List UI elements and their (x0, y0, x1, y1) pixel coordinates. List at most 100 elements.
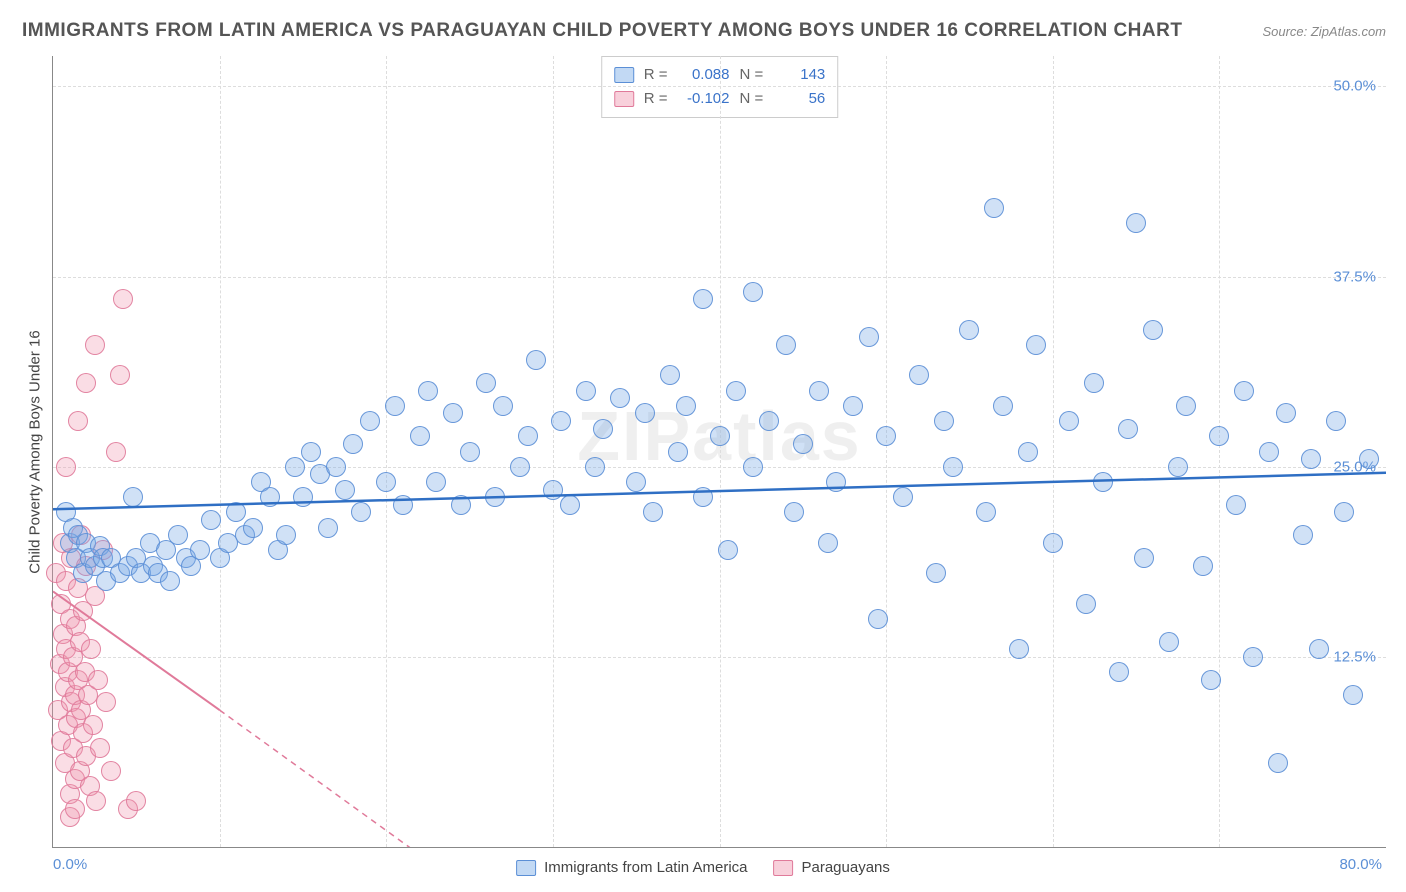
scatter-point-blue (1259, 442, 1279, 462)
scatter-point-blue (1201, 670, 1221, 690)
scatter-point-blue (1026, 335, 1046, 355)
scatter-point-blue (560, 495, 580, 515)
scatter-point-blue (1276, 403, 1296, 423)
gridline-vertical (720, 56, 721, 847)
scatter-point-blue (418, 381, 438, 401)
scatter-point-blue (1076, 594, 1096, 614)
scatter-point-blue (335, 480, 355, 500)
scatter-point-blue (976, 502, 996, 522)
scatter-point-blue (710, 426, 730, 446)
scatter-point-blue (1159, 632, 1179, 652)
y-axis-label: Child Poverty Among Boys Under 16 (27, 330, 44, 573)
scatter-point-blue (660, 365, 680, 385)
scatter-point-blue (726, 381, 746, 401)
scatter-point-blue (859, 327, 879, 347)
scatter-point-blue (1143, 320, 1163, 340)
scatter-point-blue (743, 282, 763, 302)
scatter-point-blue (1268, 753, 1288, 773)
scatter-point-pink (113, 289, 133, 309)
scatter-point-blue (993, 396, 1013, 416)
scatter-point-blue (168, 525, 188, 545)
scatter-point-blue (393, 495, 413, 515)
n-label-pink: N = (740, 87, 764, 111)
scatter-point-blue (260, 487, 280, 507)
scatter-point-blue (451, 495, 471, 515)
scatter-point-pink (86, 791, 106, 811)
r-value-blue: 0.088 (678, 63, 730, 87)
scatter-point-blue (926, 563, 946, 583)
scatter-point-blue (543, 480, 563, 500)
scatter-point-pink (83, 715, 103, 735)
r-label-pink: R = (644, 87, 668, 111)
scatter-point-blue (943, 457, 963, 477)
scatter-point-blue (1293, 525, 1313, 545)
scatter-point-blue (893, 487, 913, 507)
source-attribution: Source: ZipAtlas.com (1262, 24, 1386, 39)
scatter-point-blue (351, 502, 371, 522)
scatter-point-blue (809, 381, 829, 401)
r-label-blue: R = (644, 63, 668, 87)
scatter-point-blue (293, 487, 313, 507)
scatter-point-blue (376, 472, 396, 492)
scatter-point-blue (793, 434, 813, 454)
scatter-point-blue (1018, 442, 1038, 462)
scatter-point-blue (285, 457, 305, 477)
scatter-point-blue (818, 533, 838, 553)
scatter-point-blue (243, 518, 263, 538)
scatter-point-blue (984, 198, 1004, 218)
scatter-point-blue (693, 289, 713, 309)
scatter-point-blue (1234, 381, 1254, 401)
scatter-point-pink (65, 799, 85, 819)
pink-swatch-icon (774, 860, 794, 876)
scatter-point-blue (693, 487, 713, 507)
scatter-point-blue (1359, 449, 1379, 469)
scatter-point-blue (593, 419, 613, 439)
scatter-point-blue (759, 411, 779, 431)
scatter-point-blue (551, 411, 571, 431)
scatter-point-blue (1126, 213, 1146, 233)
scatter-point-blue (326, 457, 346, 477)
scatter-point-blue (1043, 533, 1063, 553)
scatter-point-blue (410, 426, 430, 446)
scatter-point-blue (1343, 685, 1363, 705)
y-tick-label: 12.5% (1333, 648, 1376, 665)
scatter-point-blue (343, 434, 363, 454)
scatter-point-blue (426, 472, 446, 492)
scatter-point-blue (360, 411, 380, 431)
scatter-point-blue (276, 525, 296, 545)
scatter-point-blue (485, 487, 505, 507)
scatter-point-blue (160, 571, 180, 591)
scatter-point-pink (90, 738, 110, 758)
gridline-vertical (553, 56, 554, 847)
scatter-point-blue (226, 502, 246, 522)
scatter-point-blue (668, 442, 688, 462)
scatter-point-blue (585, 457, 605, 477)
x-axis-max-label: 80.0% (1339, 856, 1382, 873)
scatter-point-blue (1309, 639, 1329, 659)
n-value-pink: 56 (773, 87, 825, 111)
scatter-point-blue (626, 472, 646, 492)
x-axis-min-label: 0.0% (53, 856, 87, 873)
y-tick-label: 50.0% (1333, 78, 1376, 95)
gridline-vertical (1053, 56, 1054, 847)
scatter-point-blue (1009, 639, 1029, 659)
scatter-point-blue (1059, 411, 1079, 431)
blue-swatch-icon (614, 67, 634, 83)
scatter-point-blue (784, 502, 804, 522)
legend-label-pink: Paraguayans (802, 859, 890, 876)
scatter-point-blue (635, 403, 655, 423)
scatter-point-blue (518, 426, 538, 446)
scatter-point-blue (676, 396, 696, 416)
pink-swatch-icon (614, 91, 634, 107)
scatter-point-blue (1243, 647, 1263, 667)
scatter-point-blue (1118, 419, 1138, 439)
scatter-point-blue (718, 540, 738, 560)
scatter-point-blue (385, 396, 405, 416)
legend-item-pink: Paraguayans (774, 859, 890, 876)
scatter-point-blue (826, 472, 846, 492)
scatter-point-blue (1226, 495, 1246, 515)
scatter-point-blue (123, 487, 143, 507)
scatter-point-blue (868, 609, 888, 629)
gridline-vertical (220, 56, 221, 847)
scatter-point-blue (1093, 472, 1113, 492)
